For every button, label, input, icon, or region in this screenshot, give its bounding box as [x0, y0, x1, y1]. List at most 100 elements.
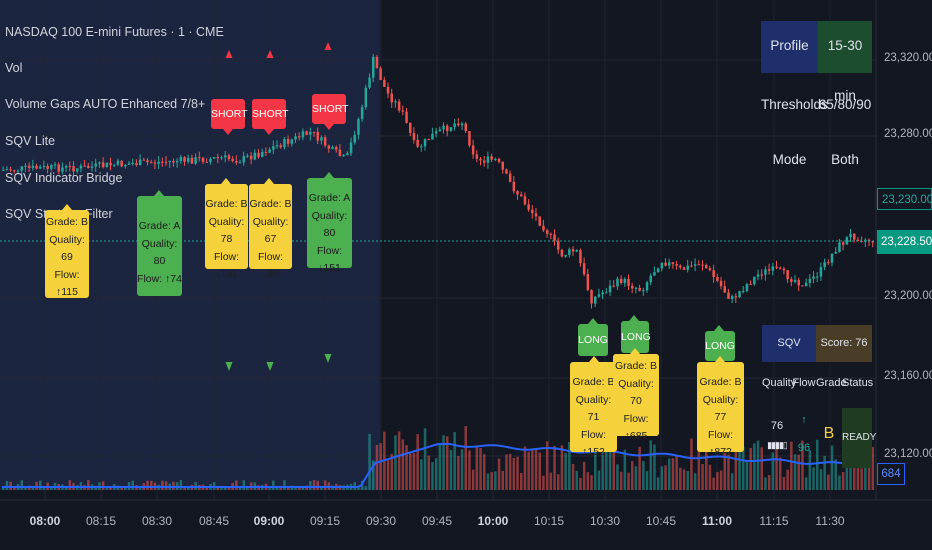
short-signal-label[interactable]: SHORT [252, 99, 289, 129]
time-label: 08:15 [85, 514, 117, 528]
quality-text: Quality: 78 [208, 215, 245, 246]
triangle-markers [225, 42, 332, 371]
grade-info-box[interactable]: Grade: A Quality: 80 Flow: ↑74 [137, 196, 182, 296]
price-label: 23,320.00 [884, 52, 932, 64]
flow-text: Flow: ↑115 [54, 268, 80, 299]
long-signal-pointer [588, 318, 598, 324]
grade-box-pointer [62, 204, 72, 210]
quality-value: 76 [770, 420, 784, 432]
indicator-sqv-lite[interactable]: SQV Lite [5, 134, 56, 148]
upper-price-tag: 23,230.00 [877, 188, 932, 210]
grade-info-box[interactable]: Grade: B Quality: 71 Flow: ↑152 [570, 362, 617, 458]
header-status: Status [842, 377, 874, 389]
time-label: 10:15 [533, 514, 565, 528]
flow-text: Flow: ↑872 [707, 428, 734, 459]
sqv-title: SQV [762, 325, 816, 362]
grade-info-box[interactable]: Grade: B Quality: 77 Flow: ↑872 [697, 362, 744, 458]
quality-meter: ▮▮▮▮▯ [767, 440, 788, 450]
flow-arrow-icon: ↑ [801, 414, 807, 426]
long-signal-label[interactable]: LONG [705, 331, 735, 361]
candlesticks [2, 54, 874, 309]
flow-text: Flow: ↑685 [623, 412, 649, 443]
grade-info-box[interactable]: Grade: B Quality: 78 Flow: ↓151 [205, 184, 248, 280]
quality-text: Quality: 80 [141, 237, 178, 268]
grade-text: Grade: B [572, 376, 615, 388]
time-label: 11:30 [815, 514, 845, 528]
thresholds-value: 65/80/90 [818, 97, 872, 112]
grade-info-box[interactable]: Grade: B Quality: 70 Flow: ↑685 [613, 354, 659, 442]
short-signal-label[interactable]: SHORT [211, 99, 248, 129]
grade-box-pointer [221, 178, 231, 184]
flow-text: Flow: ↓151 [213, 250, 240, 281]
status-badge: READY [842, 408, 876, 468]
header-quality: Quality [762, 377, 797, 389]
long-signal-pointer [629, 315, 639, 321]
short-signal-pointer [324, 124, 334, 130]
quality-text: Quality: 67 [252, 215, 289, 246]
grade-box-pointer [154, 190, 164, 196]
indicator-vol[interactable]: Vol [5, 61, 23, 75]
grade-text: Grade: B [249, 198, 292, 210]
short-signal-pointer [223, 129, 233, 135]
price-label: 23,200.00 [884, 290, 932, 302]
price-label: 23,160.00 [884, 370, 932, 382]
flow-text: Flow: ↓49 [257, 250, 284, 281]
volume-value-tag: 684 [877, 463, 905, 485]
flow-text: Flow: ↓151 [316, 244, 343, 275]
long-signal-label[interactable]: LONG [578, 324, 608, 356]
header-flow: Flow [792, 377, 816, 389]
indicator-sqv-bridge[interactable]: SQV Indicator Bridge [5, 171, 123, 185]
long-signal-label[interactable]: LONG [621, 321, 651, 353]
quality-text: Quality: 77 [702, 393, 739, 424]
mode-value: Both [831, 152, 859, 167]
time-label: 10:30 [589, 514, 621, 528]
time-label: 08:30 [141, 514, 173, 528]
grade-text: Grade: A [308, 192, 351, 204]
time-label: 08:45 [198, 514, 230, 528]
time-label: 09:30 [365, 514, 397, 528]
time-label: 09:15 [309, 514, 341, 528]
short-signal-pointer [264, 129, 274, 135]
grade-value: B [823, 425, 835, 442]
grade-info-box[interactable]: Grade: B Quality: 67 Flow: ↓49 [249, 184, 292, 280]
sqv-score: Score: 76 [816, 325, 872, 362]
grade-box-pointer [630, 348, 640, 354]
time-label: 09:45 [421, 514, 453, 528]
grade-text: Grade: B [205, 198, 248, 210]
flow-value: 96 [797, 442, 811, 454]
profile-value: 15-30 min [818, 21, 872, 103]
profile-label: Profile [761, 21, 818, 73]
time-label: 10:45 [645, 514, 677, 528]
flow-text: Flow: ↑74 [137, 272, 182, 285]
grade-box-pointer [589, 356, 599, 362]
grade-info-box[interactable]: Grade: B Quality: 69 Flow: ↑115 [45, 210, 89, 298]
grade-box-pointer [264, 178, 274, 184]
quality-text: Quality: 69 [49, 233, 85, 264]
grade-text: Grade: B [45, 216, 89, 228]
quality-text: Quality: 80 [311, 209, 348, 240]
grade-text: Grade: A [138, 220, 181, 232]
price-label: 23,280.00 [884, 128, 932, 140]
grade-info-box[interactable]: Grade: A Quality: 80 Flow: ↓151 [307, 178, 352, 274]
time-label: 10:00 [477, 514, 509, 528]
quality-text: Quality: 70 [618, 377, 654, 408]
mode-label: Mode [772, 152, 807, 167]
grade-box-pointer [324, 172, 334, 178]
time-label: 08:00 [29, 514, 61, 528]
flow-text: Flow: ↑152 [580, 428, 607, 459]
header-grade: Grade [816, 377, 847, 389]
quality-text: Quality: 71 [575, 393, 612, 424]
thresholds-label: Thresholds [761, 97, 828, 112]
current-price-tag: 23,228.50 [877, 230, 932, 254]
time-label: 11:15 [759, 514, 789, 528]
symbol-title[interactable]: NASDAQ 100 E-mini Futures · 1 · CME [5, 25, 224, 39]
indicator-volume-gaps[interactable]: Volume Gaps AUTO Enhanced 7/8+ [5, 97, 206, 111]
grade-box-pointer [715, 356, 725, 362]
time-label: 11:00 [701, 514, 733, 528]
price-label: 23,120.00 [884, 448, 932, 460]
short-signal-label[interactable]: SHORT [312, 94, 349, 124]
long-signal-pointer [714, 325, 724, 331]
volume-average-line [2, 443, 872, 488]
grade-text: Grade: B [699, 376, 742, 388]
time-label: 09:00 [253, 514, 285, 528]
